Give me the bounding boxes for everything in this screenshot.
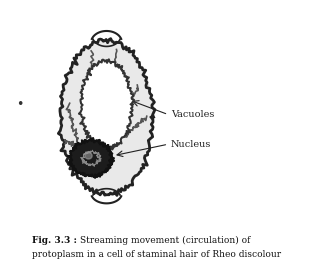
Polygon shape [60,40,153,194]
Text: Fig. 3.3 :: Fig. 3.3 : [32,236,80,244]
Polygon shape [68,138,114,178]
Text: Streaming movement (circulation) of: Streaming movement (circulation) of [80,236,250,245]
Text: Nucleus: Nucleus [171,140,211,149]
Polygon shape [81,61,132,148]
Text: Vacuoles: Vacuoles [171,110,214,119]
Text: •: • [17,98,24,111]
Text: protoplasm in a cell of staminal hair of Rheo discolour: protoplasm in a cell of staminal hair of… [32,250,281,259]
Polygon shape [85,152,92,159]
